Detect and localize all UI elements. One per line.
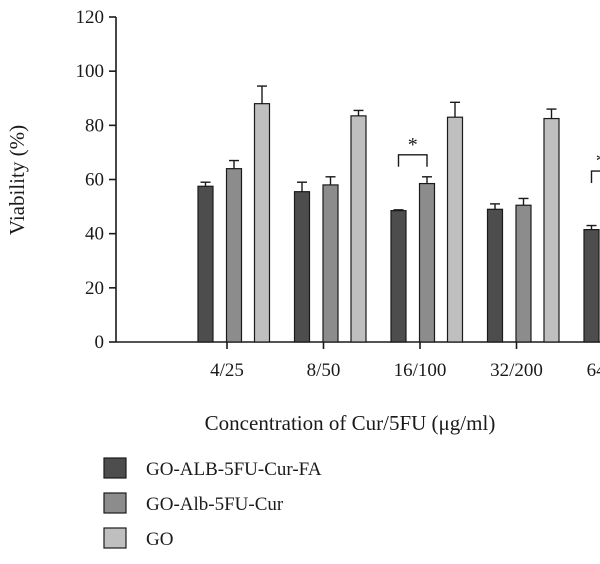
bar — [390, 210, 407, 343]
bar — [583, 229, 600, 343]
x-tick-label: 8/50 — [307, 360, 341, 381]
x-axis-title: Concentration of Cur/5FU (μg/ml) — [205, 411, 496, 435]
bar — [293, 191, 311, 343]
x-tick-label: 4/25 — [210, 360, 244, 381]
bar — [253, 103, 271, 343]
x-tick-label: 16/100 — [394, 360, 447, 381]
legend-label: GO-ALB-5FU-Cur-FA — [146, 459, 322, 480]
legend: GO-ALB-5FU-Cur-FA GO-Alb-5FU-Cur GO — [103, 457, 322, 550]
y-tick-label: 120 — [76, 7, 105, 28]
x-tick-label: 32/200 — [490, 360, 543, 381]
x-tick-label: 64/500 — [587, 360, 600, 381]
bars — [197, 85, 600, 343]
significance-label: ** — [596, 150, 600, 172]
y-tick-label: 20 — [85, 278, 104, 299]
bar — [446, 116, 464, 343]
significance-bracket — [590, 170, 600, 184]
legend-swatch — [103, 492, 127, 514]
axes: 0 20 40 60 80 100 120 4/25 8/50 16/100 32/200 64/50… — [76, 7, 600, 381]
bar — [225, 168, 243, 343]
y-tick-label: 100 — [76, 61, 105, 82]
legend-swatch — [103, 527, 127, 549]
y-tick-label: 0 — [95, 332, 105, 353]
legend-label: GO — [146, 529, 173, 550]
legend-label: GO-Alb-5FU-Cur — [146, 494, 284, 515]
significance-label: * — [408, 134, 418, 156]
significance-annotations: *** — [397, 134, 600, 184]
significance-bracket — [397, 154, 428, 167]
bar — [350, 115, 367, 343]
bar — [418, 182, 436, 343]
bar — [197, 185, 214, 343]
y-tick-label: 60 — [85, 170, 104, 191]
bar — [322, 184, 339, 343]
y-axis-title: Viability (%) — [5, 125, 29, 235]
bar — [515, 204, 532, 343]
legend-swatch — [103, 457, 127, 479]
y-tick-label: 40 — [85, 224, 104, 245]
y-tick-label: 80 — [85, 115, 104, 136]
bar — [486, 208, 504, 343]
bar — [543, 117, 560, 343]
